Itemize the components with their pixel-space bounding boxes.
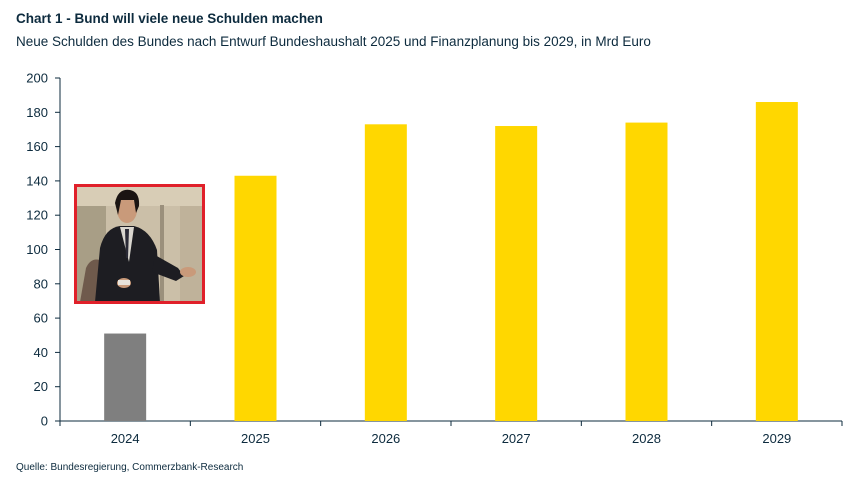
x-tick-label: 2024 bbox=[111, 431, 140, 446]
x-tick-label: 2029 bbox=[762, 431, 791, 446]
inset-photo bbox=[74, 184, 205, 304]
bars bbox=[104, 102, 798, 422]
bar-2026 bbox=[364, 124, 407, 422]
y-tick-label: 20 bbox=[34, 379, 48, 394]
x-tick-label: 2025 bbox=[241, 431, 270, 446]
x-axis: 2024 2025 2026 2027 2028 2029 bbox=[59, 420, 843, 446]
y-tick-label: 60 bbox=[34, 311, 48, 326]
y-axis: 0 20 40 60 80 100 120 140 160 180 200 bbox=[26, 71, 61, 429]
y-tick-label: 100 bbox=[26, 242, 48, 257]
bar-chart: 0 20 40 60 80 100 120 140 160 180 200 2024 2025 2026… bbox=[26, 71, 843, 446]
y-tick-label: 200 bbox=[26, 71, 48, 86]
inset-frame bbox=[74, 184, 205, 304]
bar-2029 bbox=[755, 102, 798, 421]
y-tick-label: 40 bbox=[34, 345, 48, 360]
y-tick-label: 120 bbox=[26, 208, 48, 223]
bar-2028 bbox=[625, 122, 668, 421]
chart-subtitle: Neue Schulden des Bundes nach Entwurf Bu… bbox=[16, 34, 651, 49]
y-tick-label: 80 bbox=[34, 276, 48, 291]
bar-2024 bbox=[104, 333, 147, 421]
y-tick-label: 180 bbox=[26, 105, 48, 120]
y-tick-label: 160 bbox=[26, 139, 48, 154]
y-tick-label: 0 bbox=[41, 414, 48, 429]
y-tick-label: 140 bbox=[26, 173, 48, 188]
bar-2025 bbox=[234, 175, 277, 421]
source-note: Quelle: Bundesregierung, Commerzbank-Res… bbox=[16, 462, 244, 473]
x-tick-label: 2027 bbox=[502, 431, 531, 446]
x-tick-label: 2028 bbox=[632, 431, 661, 446]
bar-2027 bbox=[495, 126, 538, 422]
confused-man-meme-icon bbox=[76, 186, 203, 302]
x-tick-label: 2026 bbox=[371, 431, 400, 446]
chart-title: Chart 1 - Bund will viele neue Schulden … bbox=[16, 11, 323, 26]
